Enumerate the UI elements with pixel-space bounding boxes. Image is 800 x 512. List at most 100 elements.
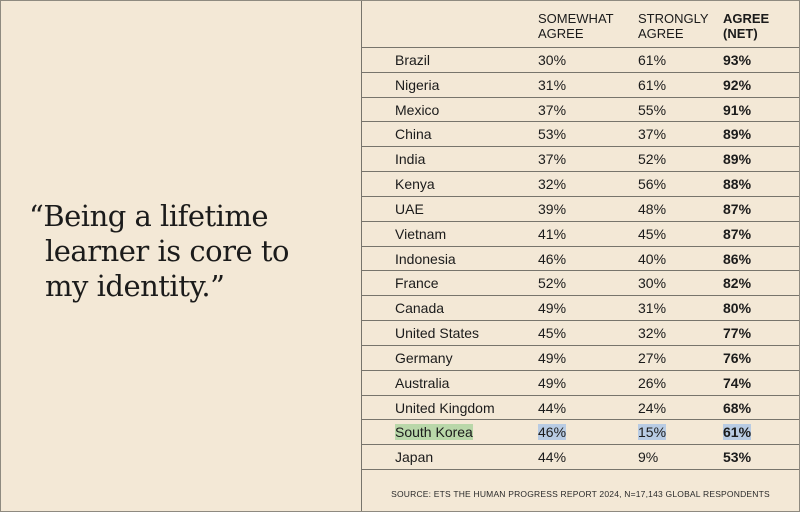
strongly-agree-cell: 61% [638, 52, 666, 68]
strongly-agree-cell: 61% [638, 77, 666, 93]
somewhat-agree-cell-text: 49% [538, 349, 567, 366]
strongly-agree-cell-text: 26% [638, 374, 667, 391]
country-cell-text: France [395, 275, 439, 292]
agree-net-cell-text: 87% [723, 200, 752, 217]
country-cell-text: UAE [395, 200, 424, 217]
country-cell-text: Australia [395, 374, 450, 391]
somewhat-agree-cell: 46% [538, 424, 567, 441]
agree-net-cell: 53% [723, 449, 751, 465]
table-body: Brazil 30% 61% 93% Nigeria 31% 61% 92% Mexico 37%… [362, 48, 799, 471]
country-cell: United States [395, 325, 479, 341]
strongly-agree-cell: 27% [638, 350, 666, 366]
agree-net-cell: 74% [723, 375, 751, 391]
strongly-agree-cell-text: 40% [638, 250, 667, 267]
country-cell: India [395, 151, 425, 167]
country-cell-text: India [395, 151, 426, 168]
strongly-agree-cell-text: 27% [638, 349, 667, 366]
agree-net-cell-text: 87% [723, 225, 752, 242]
somewhat-agree-cell-text: 52% [538, 275, 567, 292]
agree-net-cell: 61% [723, 424, 752, 441]
country-cell-text: United States [395, 325, 480, 342]
country-cell-text: Brazil [395, 52, 431, 68]
country-cell-text: Kenya [395, 176, 435, 193]
somewhat-agree-cell: 30% [538, 52, 566, 68]
somewhat-agree-cell-text: 49% [538, 300, 567, 317]
strongly-agree-cell-text: 61% [638, 52, 667, 68]
agree-net-cell-text: 88% [723, 176, 752, 193]
country-cell: France [395, 275, 439, 291]
strongly-agree-cell: 45% [638, 226, 666, 242]
agree-net-cell-text: 92% [723, 76, 752, 93]
strongly-agree-cell: 37% [638, 126, 666, 142]
agree-net-cell-text: 76% [723, 349, 752, 366]
somewhat-agree-cell: 46% [538, 251, 566, 267]
table-row: United Kingdom 44% 24% 68% [362, 396, 799, 421]
pull-quote: “Being a lifetime learner is core to my … [29, 199, 349, 304]
strongly-agree-cell-text: 15% [638, 424, 667, 441]
agree-net-cell-text: 61% [723, 424, 752, 441]
header-agree-net: AGREE (NET) [723, 11, 770, 41]
somewhat-agree-cell-text: 31% [538, 76, 567, 93]
somewhat-agree-cell: 53% [538, 126, 566, 142]
somewhat-agree-cell-text: 41% [538, 225, 567, 242]
country-cell: Japan [395, 449, 433, 465]
table-row: China 53% 37% 89% [362, 122, 799, 148]
table-row: India 37% 52% 89% [362, 147, 799, 173]
country-cell-text: Japan [395, 449, 434, 466]
agree-net-cell-text: 77% [723, 325, 752, 342]
country-cell: South Korea [395, 424, 473, 441]
somewhat-agree-cell-text: 37% [538, 101, 567, 118]
somewhat-agree-cell-text: 46% [538, 424, 567, 441]
strongly-agree-cell: 48% [638, 201, 666, 217]
strongly-agree-cell: 31% [638, 300, 666, 316]
table-row: Vietnam 41% 45% 87% [362, 222, 799, 247]
table-row: South Korea 46% 15% 61% [362, 420, 799, 446]
somewhat-agree-cell: 37% [538, 102, 566, 118]
somewhat-agree-cell: 39% [538, 201, 566, 217]
quote-line: my identity.” [45, 269, 225, 303]
strongly-agree-cell-text: 56% [638, 176, 667, 193]
agree-net-cell: 92% [723, 77, 751, 93]
somewhat-agree-cell-text: 45% [538, 325, 567, 342]
strongly-agree-cell: 26% [638, 375, 666, 391]
table-row: France 52% 30% 82% [362, 271, 799, 297]
strongly-agree-cell: 15% [638, 424, 667, 441]
somewhat-agree-cell: 37% [538, 151, 566, 167]
somewhat-agree-cell-text: 53% [538, 126, 567, 143]
header-somewhat-agree: SOMEWHAT AGREE [538, 11, 614, 41]
country-cell-text: Vietnam [395, 225, 447, 242]
country-cell-text: China [395, 126, 432, 143]
somewhat-agree-cell: 49% [538, 375, 566, 391]
country-cell: Nigeria [395, 77, 439, 93]
country-cell-text: United Kingdom [395, 399, 495, 416]
table-row: Kenya 32% 56% 88% [362, 172, 799, 197]
strongly-agree-cell: 9% [638, 449, 658, 465]
table-row: Nigeria 31% 61% 92% [362, 73, 799, 98]
table-row: Canada 49% 31% 80% [362, 296, 799, 322]
quote-line: learner is core to [45, 234, 289, 268]
country-cell: Germany [395, 350, 453, 366]
agree-net-cell: 77% [723, 325, 751, 341]
strongly-agree-cell-text: 55% [638, 101, 667, 118]
somewhat-agree-cell-text: 37% [538, 151, 567, 168]
somewhat-agree-cell-text: 44% [538, 449, 567, 466]
quote-panel: “Being a lifetime learner is core to my … [1, 1, 362, 511]
table-row: Indonesia 46% 40% 86% [362, 247, 799, 272]
country-cell: Vietnam [395, 226, 446, 242]
strongly-agree-cell: 30% [638, 275, 666, 291]
table-row: Germany 49% 27% 76% [362, 346, 799, 371]
country-cell-text: Indonesia [395, 250, 456, 267]
somewhat-agree-cell-text: 49% [538, 374, 567, 391]
agree-net-cell-text: 80% [723, 300, 752, 317]
strongly-agree-cell: 32% [638, 325, 666, 341]
agree-net-cell: 68% [723, 400, 751, 416]
agree-net-cell-text: 89% [723, 151, 752, 168]
strongly-agree-cell-text: 37% [638, 126, 667, 143]
country-cell: United Kingdom [395, 400, 495, 416]
country-cell-text: Nigeria [395, 76, 440, 93]
country-cell-text: Germany [395, 349, 453, 366]
somewhat-agree-cell-text: 46% [538, 250, 567, 267]
strongly-agree-cell: 24% [638, 400, 666, 416]
agree-net-cell-text: 68% [723, 399, 752, 416]
country-cell: Mexico [395, 102, 439, 118]
